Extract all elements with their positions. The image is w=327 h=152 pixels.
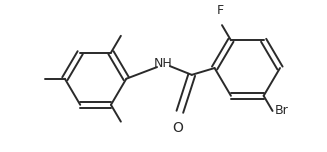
Text: F: F [216, 4, 224, 17]
Text: Br: Br [275, 104, 288, 117]
Text: NH: NH [154, 57, 172, 70]
Text: O: O [172, 121, 183, 135]
